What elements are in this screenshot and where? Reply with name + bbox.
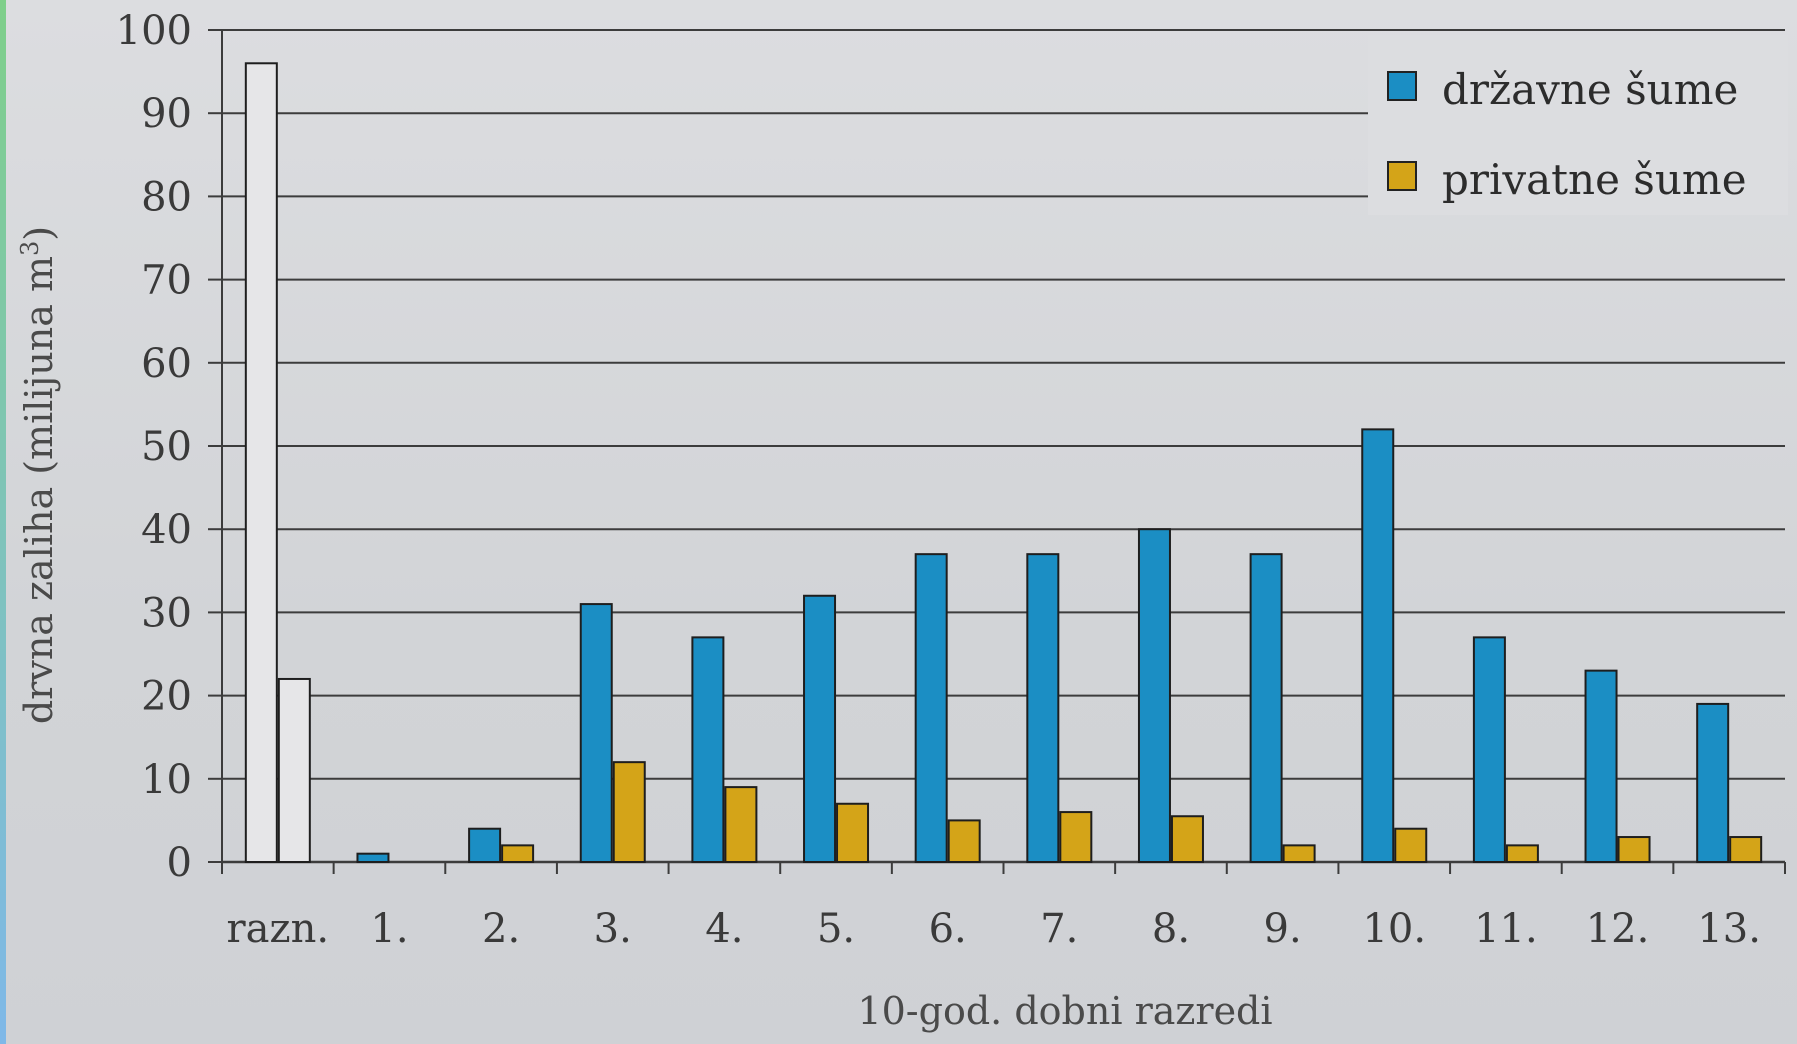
x-category-label-5: 5. [817, 906, 855, 952]
bar-drzavne-7 [1026, 553, 1060, 863]
y-axis-title-superscript: 3 [16, 241, 44, 256]
y-axis-title-main: drvna zaliha (milijuna m [17, 256, 61, 724]
y-tick-label-90: 90 [141, 91, 192, 137]
y-tick-label-20: 20 [141, 674, 192, 720]
bar-drzavne-2 [468, 827, 502, 863]
x-category-label-7: 7. [1040, 906, 1078, 952]
x-category-label-11: 11. [1474, 906, 1538, 952]
y-tick-label-100: 100 [116, 8, 192, 54]
legend-label-privatne: privatne šume [1442, 155, 1747, 204]
bar-drzavne-3 [579, 603, 613, 864]
bar-privatne-11 [1505, 844, 1539, 863]
y-axis-title-close: ) [17, 226, 61, 241]
bar-privatne-10 [1394, 827, 1428, 863]
x-axis-category-labels: razn. 1. 2. 3. 4. 5. 6. 7. 8. 9. 10. 11. 12. 13. [227, 906, 1761, 952]
y-axis-title: drvna zaliha (milijuna m3) [16, 226, 61, 724]
bar-drzavne-4 [691, 636, 725, 863]
bar-privatne-7 [1059, 811, 1093, 864]
y-tick-label-60: 60 [141, 341, 192, 387]
x-axis-title: 10-god. dobni razredi [857, 989, 1272, 1033]
bar-drzavne-1 [356, 852, 390, 863]
x-category-label-4: 4. [705, 906, 743, 952]
y-tick-label-10: 10 [141, 757, 192, 803]
bar-drzavne-5 [803, 594, 837, 863]
x-category-label-12: 12. [1586, 906, 1650, 952]
bar-privatne-6 [947, 819, 981, 864]
x-category-label-2: 2. [482, 906, 520, 952]
bar-privatne-8 [1170, 815, 1204, 863]
x-category-label-10: 10. [1362, 906, 1426, 952]
bar-privatne-2 [501, 844, 535, 863]
bars [244, 62, 1763, 864]
bar-drzavne-6 [914, 553, 948, 863]
bar-drzavne-12 [1584, 669, 1618, 864]
bar-privatne-razn [277, 677, 311, 864]
bar-drzavne-10 [1361, 428, 1395, 863]
y-tick-label-80: 80 [141, 174, 192, 220]
legend-swatch-privatne [1387, 161, 1417, 191]
bar-privatne-9 [1282, 844, 1316, 863]
bar-privatne-3 [612, 761, 646, 863]
bar-drzavne-8 [1137, 528, 1171, 863]
bar-privatne-12 [1617, 836, 1651, 863]
y-axis-ticks: 0 10 20 30 40 50 60 70 80 90 100 [116, 8, 222, 886]
bar-drzavne-razn [244, 62, 278, 863]
bar-drzavne-11 [1472, 636, 1506, 863]
window-edge-strip [0, 0, 6, 1044]
x-category-label-6: 6. [929, 906, 967, 952]
x-category-label-3: 3. [594, 906, 632, 952]
legend-box [1368, 35, 1788, 215]
x-category-label-9: 9. [1264, 906, 1302, 952]
bar-drzavne-9 [1249, 553, 1283, 863]
y-tick-label-0: 0 [167, 840, 192, 886]
legend-swatch-drzavne [1387, 71, 1417, 101]
y-tick-label-70: 70 [141, 258, 192, 304]
legend-label-drzavne: državne šume [1442, 65, 1738, 114]
y-tick-label-30: 30 [141, 590, 192, 636]
bar-privatne-13 [1729, 836, 1763, 863]
legend: državne šume privatne šume [1368, 35, 1788, 215]
y-tick-label-50: 50 [141, 424, 192, 470]
x-category-label-8: 8. [1152, 906, 1190, 952]
x-category-label-13: 13. [1697, 906, 1761, 952]
x-category-label-1: 1. [370, 906, 408, 952]
bar-privatne-5 [836, 802, 870, 864]
x-category-label-razn: razn. [227, 906, 330, 952]
y-tick-label-40: 40 [141, 507, 192, 553]
bar-privatne-4 [724, 786, 758, 863]
bar-drzavne-13 [1696, 702, 1730, 863]
